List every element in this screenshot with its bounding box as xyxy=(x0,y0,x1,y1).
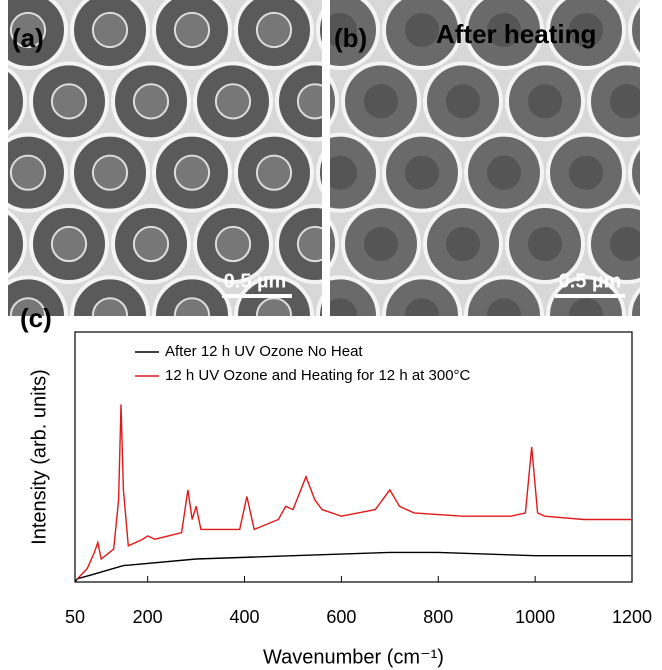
particle xyxy=(195,349,271,425)
particle xyxy=(261,349,337,425)
particle-core xyxy=(91,154,129,191)
particle-core xyxy=(527,84,563,119)
particle xyxy=(8,67,27,136)
particle-core xyxy=(214,83,252,120)
particle-core xyxy=(445,226,481,262)
x-tick-label: 1200 xyxy=(612,607,652,627)
y-axis-label: Intensity (arb. units) xyxy=(28,369,50,545)
particle xyxy=(628,1,640,59)
scale-label: 0.5 µm xyxy=(224,270,287,292)
particle xyxy=(316,294,322,316)
particle-core xyxy=(404,298,440,316)
particle-core xyxy=(132,225,170,263)
particle-core xyxy=(296,225,322,263)
particle-core xyxy=(568,155,604,190)
particle-core xyxy=(330,298,358,316)
legend-label: 12 h UV Ozone and Heating for 12 h at 30… xyxy=(165,367,471,384)
plot-frame xyxy=(74,331,633,583)
particle-core xyxy=(255,154,293,191)
x-tick-label: 600 xyxy=(326,607,356,627)
x-tick-label: 50 xyxy=(65,607,85,627)
particle-core xyxy=(651,156,662,190)
particle-core xyxy=(363,84,399,119)
particle-core xyxy=(0,227,4,261)
particle-core xyxy=(134,370,168,404)
particle xyxy=(382,275,462,316)
particle-core xyxy=(486,155,522,190)
sem-images xyxy=(0,0,662,425)
panel-label: (a) xyxy=(12,23,44,53)
particle-core xyxy=(91,11,129,49)
sem-image xyxy=(261,0,662,425)
particle-core xyxy=(50,225,88,263)
particle-core xyxy=(651,298,662,332)
particle-core xyxy=(651,13,662,47)
particle xyxy=(628,144,640,202)
particle-core xyxy=(609,84,640,119)
particle xyxy=(316,8,322,52)
particle-core xyxy=(91,297,129,316)
particle-core xyxy=(0,84,4,118)
panel-label: (b) xyxy=(334,23,367,53)
series-line xyxy=(74,551,632,583)
particle-core xyxy=(214,225,252,263)
particle xyxy=(70,275,150,316)
particle xyxy=(0,349,25,425)
x-tick-label: 200 xyxy=(133,607,163,627)
particle-core xyxy=(363,226,399,262)
particle-core xyxy=(173,154,211,191)
particle xyxy=(316,151,322,194)
x-tick-label: 400 xyxy=(229,607,259,627)
particle-core xyxy=(255,297,293,316)
particle-core xyxy=(486,12,522,48)
particle xyxy=(589,349,662,425)
particle-core xyxy=(173,297,211,316)
panel-title: After heating xyxy=(436,19,596,49)
particle-core xyxy=(528,370,562,404)
x-axis-label: Wavenumber (cm⁻¹) xyxy=(263,646,444,668)
particle-core xyxy=(296,83,322,120)
particle xyxy=(330,76,339,127)
particle-core xyxy=(9,297,47,316)
particle xyxy=(628,286,640,316)
legend-label: After 12 h UV Ozone No Heat xyxy=(165,343,363,360)
particle-core xyxy=(610,370,644,404)
particle xyxy=(8,209,27,279)
particle xyxy=(277,349,353,425)
particle-core xyxy=(568,298,604,316)
particle-core xyxy=(52,370,86,404)
particle xyxy=(507,349,583,425)
particle-core xyxy=(0,370,4,404)
particle xyxy=(343,349,419,425)
particle xyxy=(113,349,189,425)
particle xyxy=(464,275,544,316)
particle-core xyxy=(404,12,440,48)
panel-label: (c) xyxy=(20,303,52,333)
particle xyxy=(330,218,339,270)
x-tick-label: 1000 xyxy=(515,607,555,627)
particle-core xyxy=(486,298,522,316)
particle xyxy=(441,349,517,425)
sem-image xyxy=(0,0,517,425)
x-tick-label: 800 xyxy=(423,607,453,627)
particle-core xyxy=(255,11,293,49)
particle-core xyxy=(445,84,481,119)
particle-core xyxy=(527,226,563,262)
particle-core xyxy=(9,154,47,191)
particle xyxy=(359,349,435,425)
particle xyxy=(425,349,501,425)
particle-core xyxy=(50,83,88,120)
particle-core xyxy=(330,12,358,48)
particle-core xyxy=(173,11,211,49)
particle-core xyxy=(568,12,604,48)
scale-label: 0.5 µm xyxy=(559,270,622,292)
series-line xyxy=(76,404,632,580)
particle-core xyxy=(330,155,358,190)
particle-core xyxy=(609,226,640,262)
particle-core xyxy=(9,11,47,49)
particle-core xyxy=(404,155,440,190)
particle-core xyxy=(132,83,170,120)
particle xyxy=(152,275,232,316)
